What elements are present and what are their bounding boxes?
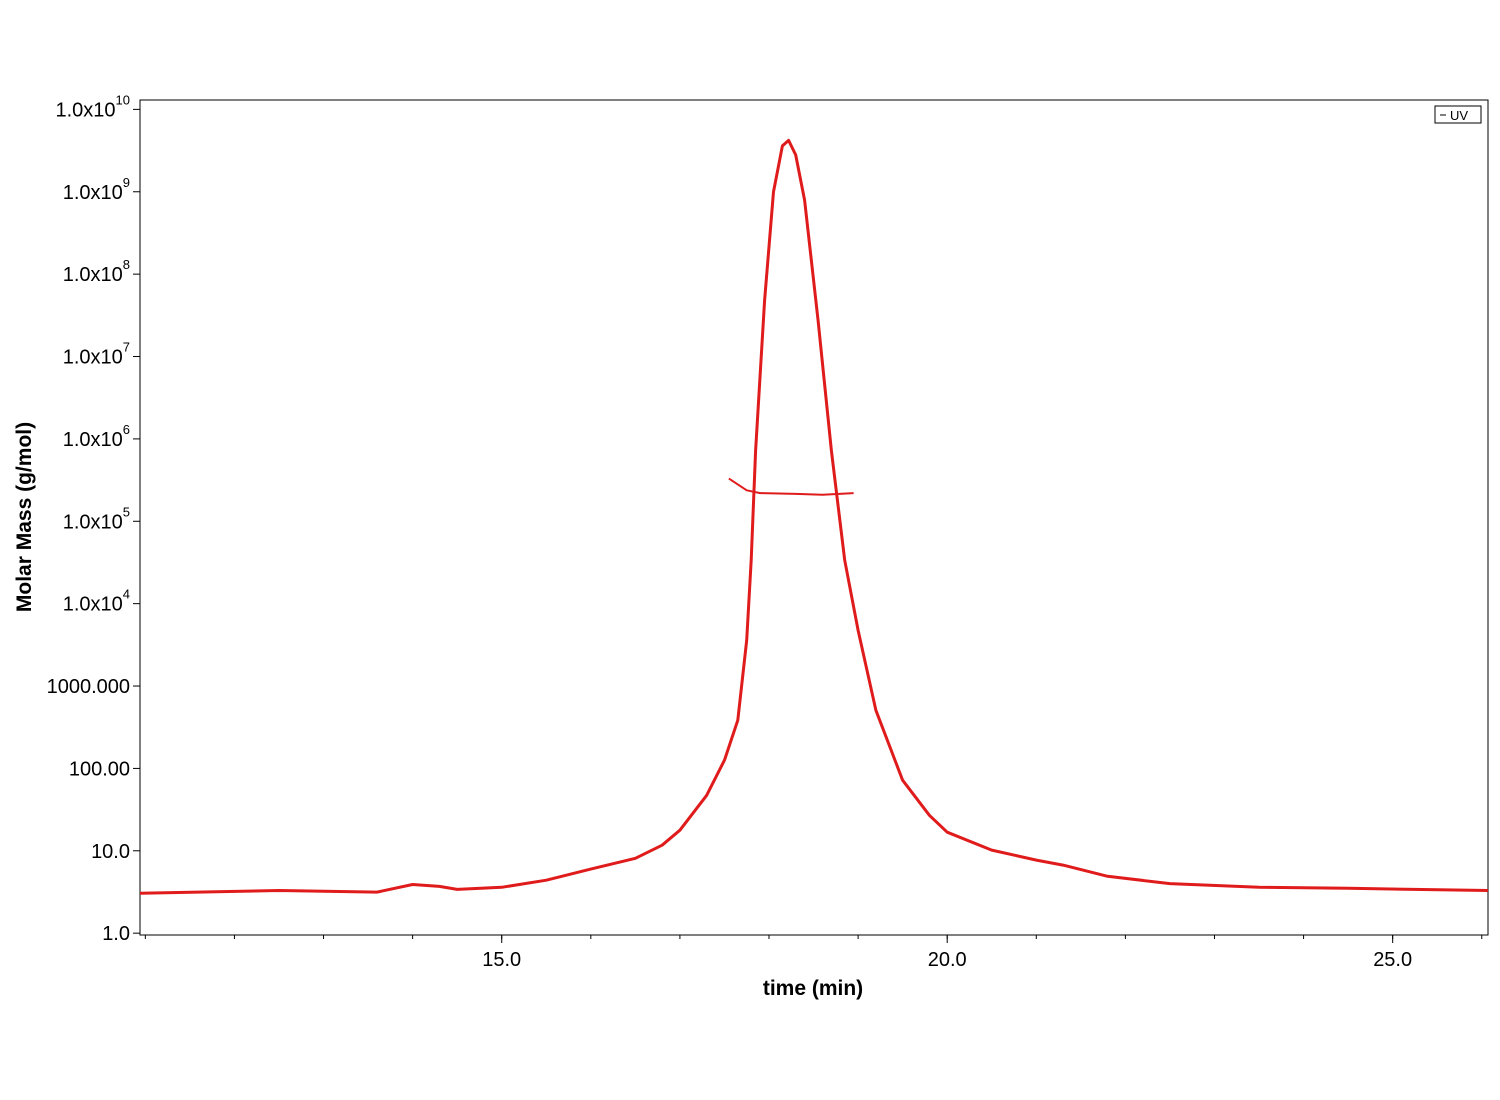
- data-line: [728, 477, 854, 496]
- x-tick-label: 25.0: [1373, 949, 1412, 971]
- y-tick-label-base: 1.0: [102, 923, 130, 945]
- y-axis-title: Molar Mass (g/mol): [13, 422, 36, 612]
- data-line: [139, 138, 1489, 895]
- legend-label: UV: [1450, 108, 1468, 123]
- y-tick-label-base: 1.0x10: [63, 347, 123, 369]
- y-tick-label-base: 1.0x10: [63, 264, 123, 286]
- y-tick-label-base: 1.0x10: [63, 429, 123, 451]
- x-axis-title: time (min): [763, 977, 863, 1000]
- y-tick-label: 100.00: [69, 758, 130, 780]
- x-tick-label: 20.0: [928, 949, 967, 971]
- y-tick-label-exponent: 5: [123, 504, 130, 519]
- y-tick-label-exponent: 9: [123, 175, 130, 190]
- y-tick-label: 1.0x1010: [55, 92, 130, 121]
- y-tick-label: 1.0x105: [63, 504, 130, 533]
- y-tick-label: 1.0x109: [63, 175, 130, 204]
- y-tick-label: 1.0x108: [63, 257, 130, 286]
- plot-frame: [139, 99, 1489, 936]
- y-tick-label: 10.0: [91, 841, 130, 863]
- y-tick-label: 1.0x106: [63, 422, 130, 451]
- y-tick-label-base: 100.00: [69, 758, 130, 780]
- y-tick-label-exponent: 4: [123, 587, 130, 602]
- y-tick-label: 1.0x107: [63, 340, 130, 369]
- y-tick-label-exponent: 7: [123, 340, 130, 355]
- y-tick-label: 1000.000: [47, 676, 130, 698]
- y-tick-label-exponent: 6: [123, 422, 130, 437]
- y-tick-label-base: 1.0x10: [63, 511, 123, 533]
- legend-box: [1434, 105, 1482, 124]
- y-tick-label-base: 1.0x10: [55, 99, 115, 121]
- y-tick-label-base: 1.0x10: [63, 182, 123, 204]
- y-tick-label-base: 1.0x10: [63, 594, 123, 616]
- y-tick-label: 1.0: [102, 923, 130, 945]
- y-tick-label: 1.0x104: [63, 587, 130, 616]
- y-tick-label-exponent: 10: [116, 92, 130, 107]
- y-tick-label-exponent: 8: [123, 257, 130, 272]
- x-tick-label: 15.0: [482, 949, 521, 971]
- y-tick-label-base: 10.0: [91, 841, 130, 863]
- y-tick-label-base: 1000.000: [47, 676, 130, 698]
